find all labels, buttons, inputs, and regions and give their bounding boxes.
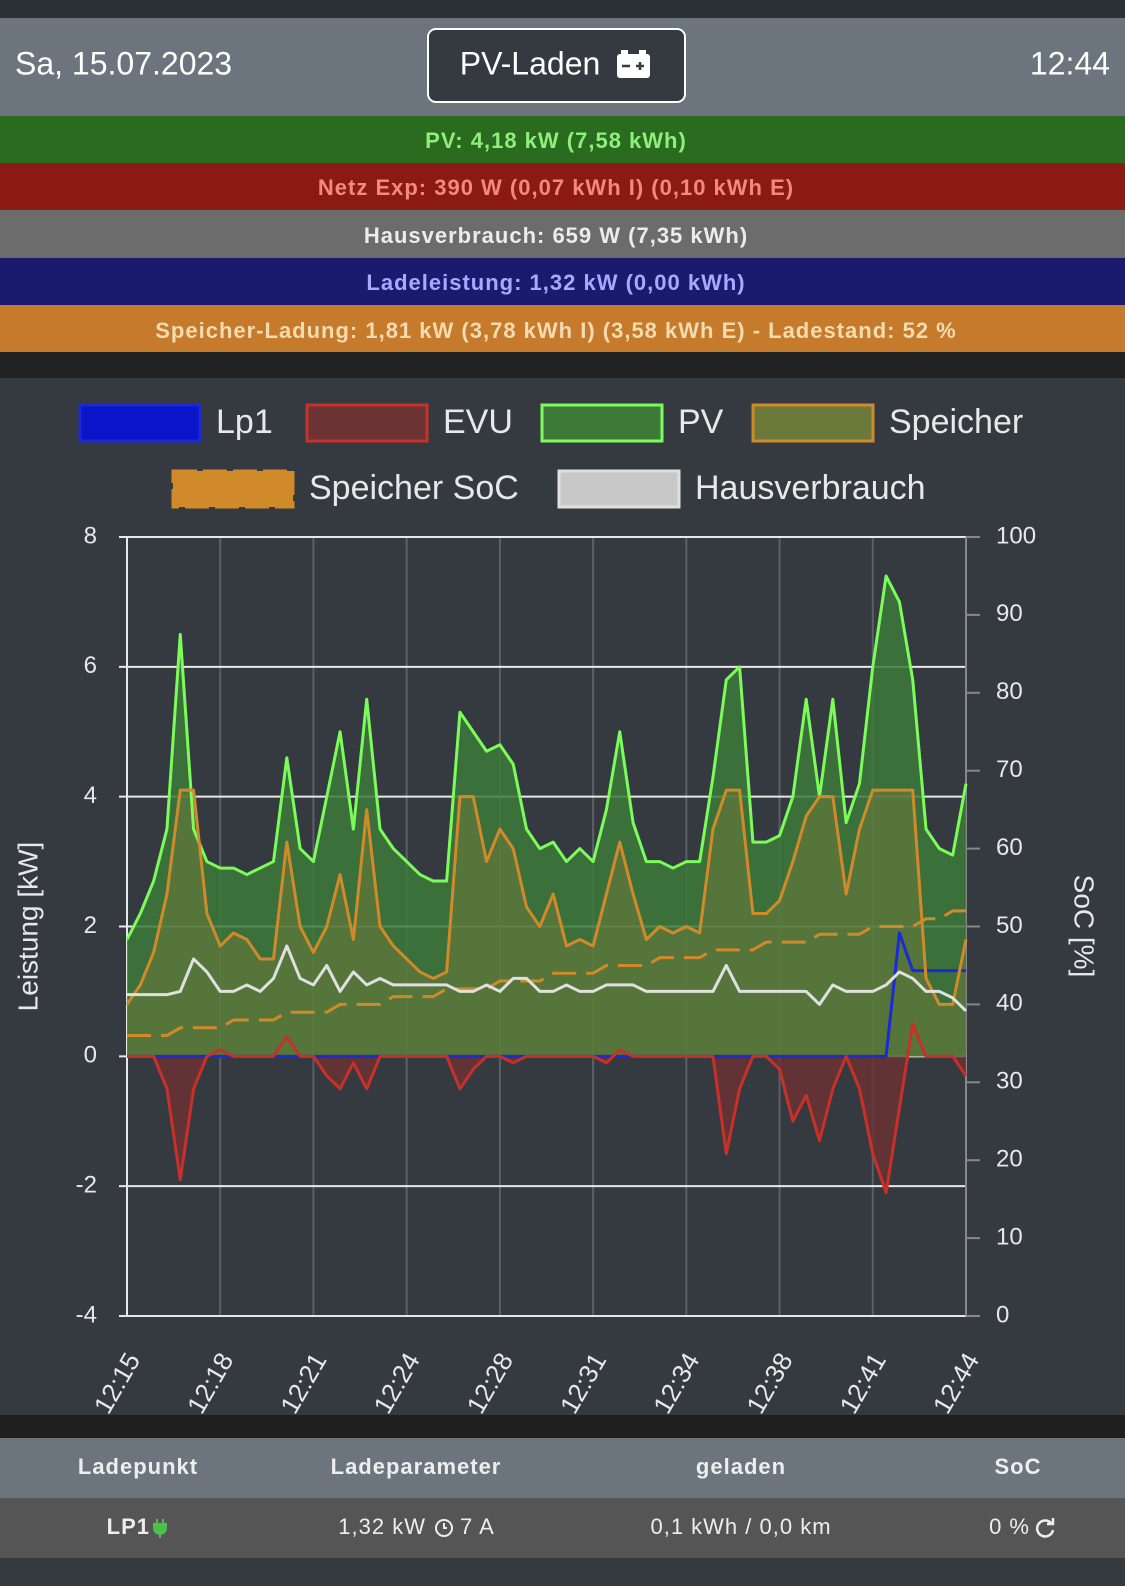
separator bbox=[0, 352, 1125, 378]
legend-label: Speicher SoC bbox=[309, 469, 519, 507]
chart: Lp1 EVU PV Speicher Speicher SoC Hausverbrauc… bbox=[12, 403, 1099, 1419]
legend-swatch bbox=[78, 403, 202, 443]
table-header-bg bbox=[0, 1438, 1125, 1498]
table-header: geladen bbox=[696, 1454, 786, 1479]
y-tick-label: -2 bbox=[76, 1172, 97, 1199]
status-storage: Speicher-Ladung: 1,81 kW (3,78 kWh I) (3… bbox=[155, 318, 957, 343]
legend-swatch bbox=[171, 469, 295, 509]
legend-swatch bbox=[540, 403, 664, 443]
y-tick-label: 8 bbox=[84, 522, 97, 549]
status-grid-bg bbox=[0, 163, 1125, 210]
x-tick-label: 12:28 bbox=[461, 1347, 520, 1418]
plug-icon bbox=[153, 1519, 167, 1538]
legend-label: EVU bbox=[443, 403, 513, 441]
status-charge: Ladeleistung: 1,32 kW (0,00 kWh) bbox=[366, 270, 745, 295]
soc: 0 % bbox=[989, 1514, 1030, 1539]
y2-tick-label: 60 bbox=[996, 834, 1023, 861]
y2-tick-label: 100 bbox=[996, 522, 1036, 549]
legend-label: Lp1 bbox=[216, 403, 273, 441]
y2-tick-label: 80 bbox=[996, 678, 1023, 705]
status-storage-bg bbox=[0, 305, 1125, 352]
x-tick-label: 12:18 bbox=[181, 1347, 240, 1418]
x-tick-label: 12:24 bbox=[367, 1347, 426, 1418]
y2-tick-label: 50 bbox=[996, 912, 1023, 939]
clock-icon bbox=[435, 1519, 453, 1537]
y2-tick-label: 70 bbox=[996, 756, 1023, 783]
x-tick-label: 12:41 bbox=[833, 1347, 892, 1418]
y2-tick-label: 20 bbox=[996, 1146, 1023, 1173]
y-tick-label: 4 bbox=[84, 782, 97, 809]
legend-swatch bbox=[305, 403, 429, 443]
line bbox=[125, 574, 968, 941]
mode-label[interactable]: PV-Laden bbox=[460, 45, 601, 81]
table-header: Ladeparameter bbox=[331, 1454, 502, 1479]
refresh-icon[interactable] bbox=[1035, 1518, 1055, 1538]
time: 12:44 bbox=[1030, 45, 1110, 81]
legend-swatch bbox=[751, 403, 875, 443]
table-header: SoC bbox=[995, 1454, 1042, 1479]
top-strip bbox=[0, 0, 1125, 18]
x-tick-label: 12:21 bbox=[274, 1347, 333, 1418]
y-tick-label: 6 bbox=[84, 652, 97, 679]
status-house-bg bbox=[0, 210, 1125, 258]
y-tick-label: 2 bbox=[84, 912, 97, 939]
y-tick-label: 0 bbox=[84, 1042, 97, 1069]
date: Sa, 15.07.2023 bbox=[15, 45, 232, 81]
y2-tick-label: 90 bbox=[996, 600, 1023, 627]
table-header: Ladepunkt bbox=[78, 1454, 198, 1479]
x-tick-label: 12:31 bbox=[554, 1347, 613, 1418]
x-tick-label: 12:44 bbox=[927, 1347, 986, 1418]
area bbox=[127, 1023, 966, 1193]
line bbox=[125, 788, 968, 1006]
legend-label: Speicher bbox=[889, 403, 1023, 441]
y-axis-label: Leistung [kW] bbox=[12, 842, 43, 1012]
line bbox=[127, 1022, 968, 1195]
status-pv: PV: 4,18 kW (7,58 kWh) bbox=[425, 128, 687, 153]
charge-power: 1,32 kW bbox=[338, 1514, 426, 1539]
charged: 0,1 kWh / 0,0 km bbox=[650, 1514, 831, 1539]
y2-axis-label: SoC [%] bbox=[1069, 875, 1100, 978]
y-tick-label: -4 bbox=[76, 1301, 97, 1328]
battery-icon bbox=[617, 50, 650, 78]
y2-tick-label: 10 bbox=[996, 1223, 1023, 1250]
separator bbox=[0, 1415, 1125, 1438]
legend-swatch bbox=[557, 469, 681, 509]
x-tick-label: 12:15 bbox=[88, 1347, 147, 1418]
y2-tick-label: 0 bbox=[996, 1301, 1009, 1328]
y2-tick-label: 30 bbox=[996, 1068, 1023, 1095]
line bbox=[127, 944, 968, 1012]
charge-current: 7 A bbox=[460, 1514, 495, 1539]
status-house: Hausverbrauch: 659 W (7,35 kWh) bbox=[364, 223, 748, 248]
line bbox=[127, 909, 966, 1038]
x-tick-label: 12:34 bbox=[647, 1347, 706, 1418]
page-bottom bbox=[0, 1558, 1125, 1586]
status-grid: Netz Exp: 390 W (0,07 kWh I) (0,10 kWh E… bbox=[318, 175, 794, 200]
x-tick-label: 12:38 bbox=[740, 1347, 799, 1418]
legend-label: PV bbox=[678, 403, 724, 441]
y2-tick-label: 40 bbox=[996, 990, 1023, 1017]
status-pv-bg bbox=[0, 116, 1125, 163]
table-row-bg bbox=[0, 1498, 1125, 1558]
chargepoint[interactable]: LP1 bbox=[107, 1514, 150, 1539]
area bbox=[127, 790, 966, 1057]
status-charge-bg bbox=[0, 258, 1125, 305]
mode-button[interactable] bbox=[427, 28, 686, 103]
legend-label: Hausverbrauch bbox=[695, 469, 926, 507]
